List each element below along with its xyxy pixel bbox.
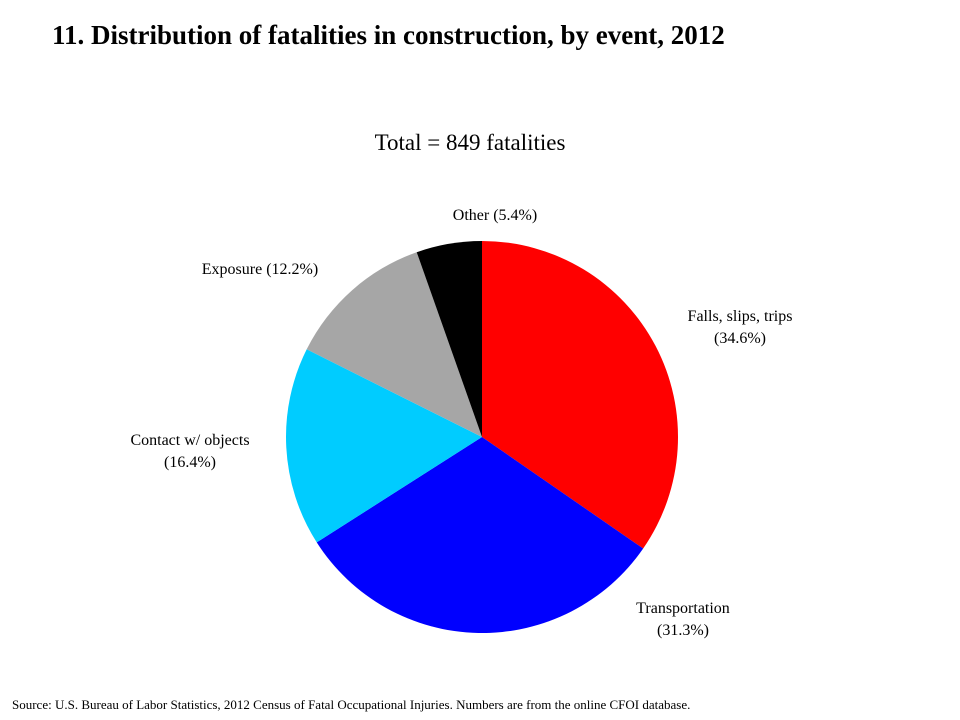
pie-slice-transportation [316, 437, 644, 634]
slice-label-transportation-value: (31.3%) [657, 622, 709, 639]
pie-slice-contact [286, 349, 482, 543]
chart-subtitle: Total = 849 fatalities [374, 130, 566, 155]
slice-label-contact-value: (16.4%) [164, 454, 216, 471]
slice-label-other-name: Other (5.4%) [452, 207, 538, 224]
slice-label-falls-name: Falls, slips, trips [687, 308, 793, 325]
slice-label-falls-value: (34.6%) [714, 330, 766, 347]
slice-label-contact: Contact w/ objects (16.4%) [90, 430, 290, 474]
chart-title: 11. Distribution of fatalities in constr… [52, 20, 725, 50]
slice-label-contact-name: Contact w/ objects [130, 432, 250, 449]
pie-slice-falls [482, 241, 679, 549]
slice-label-exposure: Exposure (12.2%) [160, 259, 360, 281]
slice-label-other: Other (5.4%) [395, 205, 595, 227]
slice-label-falls: Falls, slips, trips (34.6%) [640, 306, 840, 350]
slice-label-exposure-name: Exposure (12.2%) [201, 261, 319, 278]
source-note: Source: U.S. Bureau of Labor Statistics,… [12, 697, 691, 712]
slice-label-transportation-name: Transportation [636, 600, 730, 617]
pie-slice-exposure [306, 252, 482, 437]
slice-label-transportation: Transportation (31.3%) [583, 598, 783, 642]
pie-slice-other [416, 241, 482, 437]
